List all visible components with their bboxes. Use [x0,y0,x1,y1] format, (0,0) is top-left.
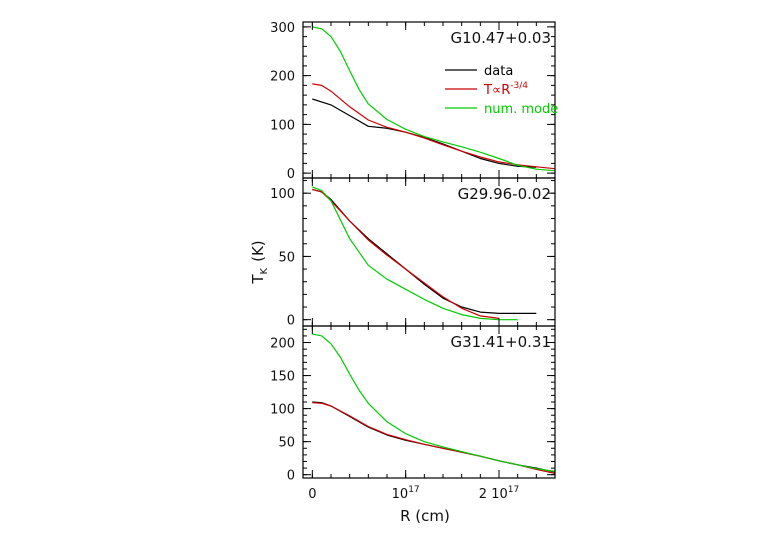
x-tick-label: 2 1017 [479,485,519,502]
panel-3: 0 50 100 150 200 G31.41+0.31 [270,325,556,484]
panels: 0 100 200 300 G10.47+0.03 0 50 100 G29.96-0.02 0 5… [270,21,556,484]
legend: data T∝R-3/4 num. mode [445,64,558,117]
x-tick-label: 0 [308,487,316,502]
y-tick-label: 150 [270,370,295,385]
panel-2-data-line [312,188,537,314]
y-tick-label: 0 [287,314,295,329]
panel-2-model-line [312,186,518,321]
panel-2-powerlaw-line [312,188,500,319]
panel-1-model-line [312,26,555,172]
y-axis-label-subscript: K [259,267,270,274]
panel-1-powerlaw-line [312,83,555,170]
x-axis-label: R (cm) [400,507,450,525]
y-tick-label: 0 [287,167,295,182]
x-axis: 0 1017 2 1017 [308,485,519,502]
legend-label-data-line: data [484,64,513,79]
panel-3-title: G31.41+0.31 [450,333,551,351]
panel-3-data-line [312,401,555,473]
y-tick-label: 200 [270,70,295,85]
panel-1: 0 100 200 300 G10.47+0.03 [270,21,556,182]
y-tick-label: 50 [278,436,295,451]
y-axis-label-unit: (K) [249,240,267,262]
y-tick-label: 0 [287,469,295,484]
panel-1-title: G10.47+0.03 [450,29,551,47]
legend-label-model-line: num. mode [484,102,558,117]
y-tick-label: 300 [270,21,295,36]
legend-label-powerlaw-line: T∝R-3/4 [483,81,528,98]
panel-3-model-line [312,333,555,472]
x-tick-label: 1017 [392,485,420,502]
y-axis-label: TK (K) [249,240,270,284]
y-tick-label: 50 [278,250,295,265]
y-tick-label: 100 [270,118,295,133]
y-tick-label: 200 [270,337,295,352]
panel-2-title: G29.96-0.02 [458,185,551,203]
panel-3-powerlaw-line [312,402,555,474]
y-axis-label-main: T [249,274,267,285]
y-tick-label: 100 [270,187,295,202]
panel-2: 0 50 100 G29.96-0.02 [270,177,556,329]
y-tick-label: 100 [270,403,295,418]
